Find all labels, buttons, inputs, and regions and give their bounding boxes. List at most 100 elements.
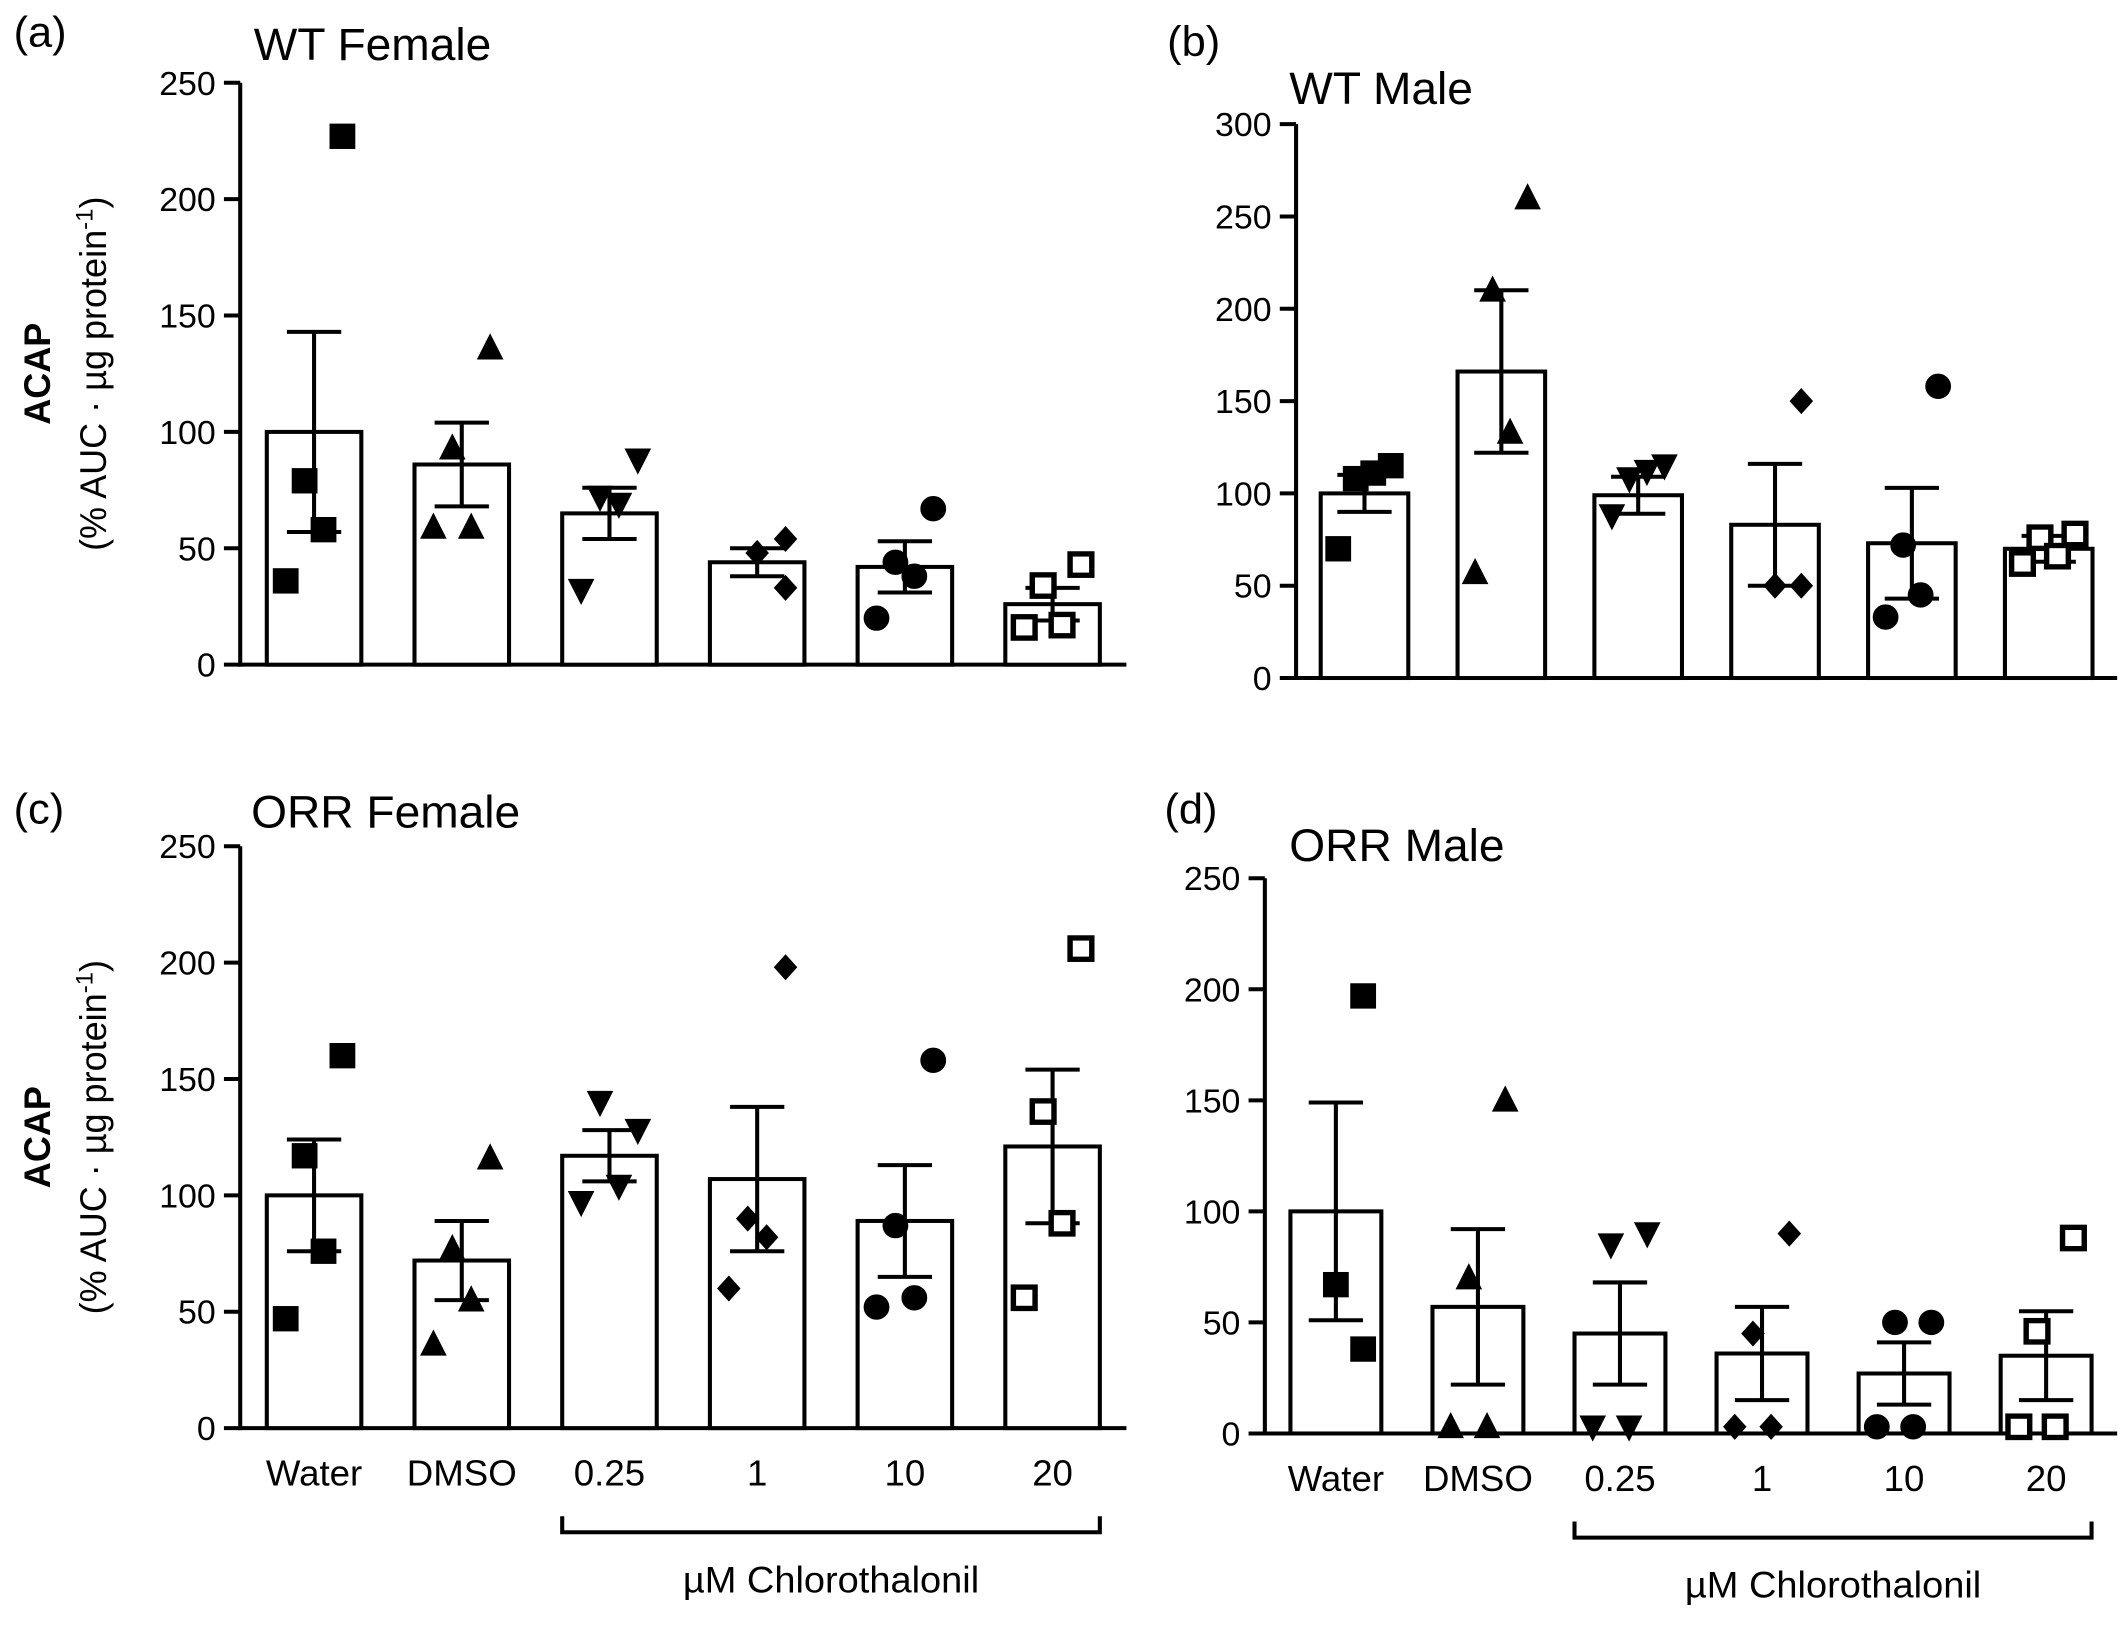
- point: [1067, 935, 1095, 962]
- y-tick-label: 150: [159, 299, 216, 336]
- point: [567, 578, 595, 606]
- point: [420, 512, 447, 539]
- point: [1741, 1320, 1765, 1347]
- point: [310, 1238, 337, 1264]
- point: [329, 1043, 356, 1069]
- point: [920, 1047, 947, 1074]
- y-tick-label: 100: [159, 415, 216, 452]
- y-axis-units-part: -1: [71, 209, 98, 230]
- y-tick-label: 200: [1215, 292, 1272, 329]
- point: [882, 549, 909, 575]
- y-tick-label: 0: [197, 648, 216, 685]
- point: [1615, 1415, 1643, 1442]
- point: [1907, 582, 1934, 608]
- point: [1350, 1336, 1377, 1362]
- point: [1491, 1085, 1519, 1112]
- y-tick-label: 250: [1184, 861, 1241, 898]
- y-axis-units-part: -1: [71, 972, 98, 993]
- chart-title: WT Male: [1289, 63, 1473, 114]
- x-tick-label: 1: [1752, 1458, 1772, 1499]
- point: [1722, 1413, 1747, 1440]
- y-axis-units-part: ): [73, 196, 114, 208]
- point: [1882, 1309, 1908, 1336]
- point: [1597, 1233, 1625, 1260]
- y-tick-label: 250: [159, 66, 216, 103]
- point: [1777, 1220, 1802, 1247]
- point: [882, 1212, 909, 1239]
- point: [1925, 373, 1952, 399]
- point: [272, 1306, 299, 1332]
- point: [1455, 1263, 1483, 1290]
- y-tick-label: 50: [1203, 1306, 1241, 1343]
- point: [1579, 1415, 1607, 1442]
- y-tick-label: 0: [1253, 661, 1272, 698]
- point: [1437, 1411, 1464, 1439]
- y-tick-label: 250: [1215, 200, 1272, 237]
- panel-label: (a): [14, 9, 67, 57]
- point: [1598, 504, 1626, 531]
- point: [1048, 1209, 1076, 1237]
- point: [1789, 388, 1814, 415]
- point: [901, 1285, 928, 1311]
- point: [1048, 611, 1076, 639]
- y-tick-label: 200: [1184, 973, 1241, 1010]
- point: [1360, 460, 1387, 486]
- point: [1759, 1413, 1783, 1440]
- point: [901, 563, 928, 589]
- point: [2061, 520, 2089, 548]
- point: [1496, 417, 1524, 444]
- point: [863, 605, 890, 631]
- point: [773, 574, 798, 601]
- y-tick-label: 200: [159, 182, 216, 219]
- bar: [1592, 493, 1685, 681]
- point: [1325, 536, 1352, 562]
- point: [329, 123, 356, 149]
- panel-label: (d): [1164, 786, 1217, 834]
- point: [745, 539, 769, 566]
- point: [476, 333, 504, 360]
- point: [2008, 550, 2037, 577]
- y-tick-label: 50: [178, 532, 216, 569]
- point: [1473, 1411, 1501, 1439]
- y-tick-label: 0: [1222, 1417, 1241, 1454]
- point: [1918, 1309, 1945, 1336]
- x-tick-label: 0.25: [574, 1453, 645, 1494]
- point: [1029, 572, 1057, 599]
- x-tick-label: 10: [1884, 1458, 1925, 1499]
- point: [1890, 532, 1917, 558]
- y-axis-units-part: (% AUC · µg protein: [73, 993, 114, 1314]
- panel-label: (c): [14, 786, 65, 834]
- y-tick-label: 250: [159, 829, 216, 866]
- x-tick-label: 20: [2026, 1458, 2067, 1499]
- point: [1479, 275, 1506, 302]
- point: [2023, 1317, 2051, 1345]
- point: [863, 1294, 890, 1320]
- point: [1763, 572, 1787, 599]
- y-axis-title: ACAP: [17, 323, 58, 425]
- point: [586, 485, 614, 512]
- point: [605, 1174, 633, 1201]
- point: [920, 496, 947, 522]
- y-tick-label: 50: [178, 1295, 216, 1332]
- x-tick-label: 0.25: [1584, 1458, 1655, 1499]
- y-axis-units: (% AUC · µg protein-1): [71, 196, 114, 550]
- point: [310, 516, 337, 543]
- point: [1010, 614, 1038, 641]
- group-bracket: [560, 1516, 1102, 1535]
- point: [1010, 1284, 1038, 1312]
- chart-title: ORR Female: [251, 787, 520, 838]
- point: [1461, 557, 1489, 585]
- y-tick-label: 100: [1215, 477, 1272, 514]
- y-tick-label: 200: [159, 946, 216, 983]
- point: [291, 1143, 318, 1169]
- y-tick-label: 150: [1215, 384, 1272, 421]
- x-tick-label: DMSO: [407, 1453, 517, 1494]
- point: [457, 512, 485, 539]
- x-tick-label: DMSO: [1423, 1458, 1533, 1499]
- point: [2043, 542, 2072, 570]
- group-label: µM Chlorothalonil: [683, 1559, 979, 1601]
- chart-title: WT Female: [254, 19, 492, 70]
- point: [439, 433, 466, 460]
